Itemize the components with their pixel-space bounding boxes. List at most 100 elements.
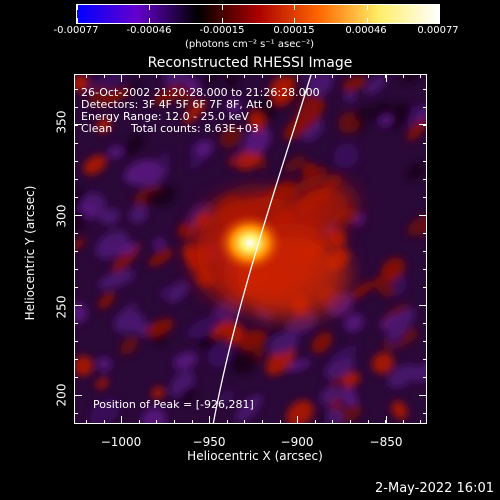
axis-tick [86, 420, 87, 424]
image-blob [103, 208, 121, 225]
image-blob [378, 114, 394, 127]
image-blob [95, 88, 129, 106]
image-blob [342, 76, 367, 92]
image-blob [340, 387, 358, 407]
axis-tick [297, 420, 298, 424]
image-blob [212, 320, 232, 339]
colorbar-gradient [77, 5, 439, 23]
image-blob [151, 386, 165, 400]
axis-tick [74, 395, 78, 396]
image-blob [284, 155, 306, 173]
colorbar-tick [77, 18, 78, 23]
image-blob [75, 238, 86, 253]
y-tick-label: 250 [54, 295, 69, 319]
image-blob [298, 166, 328, 191]
axis-tick [104, 420, 105, 424]
y-tick-label: 300 [54, 204, 69, 228]
colorbar [76, 4, 440, 24]
axis-tick [74, 107, 78, 108]
axis-tick [209, 74, 210, 82]
image-blob [117, 242, 137, 255]
image-blob [188, 154, 205, 169]
axis-tick [121, 74, 122, 78]
image-blob [344, 313, 364, 333]
image-blob [96, 377, 109, 390]
axis-tick [315, 420, 316, 424]
colorbar-tick [221, 18, 223, 23]
axis-tick [156, 420, 157, 424]
axis-tick [423, 197, 427, 198]
axis-tick [74, 233, 78, 234]
image-blob [75, 355, 94, 377]
image-blob [227, 99, 241, 114]
axis-tick [139, 420, 140, 424]
axis-tick [74, 251, 78, 252]
axis-tick [423, 161, 427, 162]
image-blob [155, 185, 177, 206]
image-blob [128, 82, 141, 94]
image-blob [195, 140, 214, 157]
axis-tick [297, 74, 298, 78]
image-blob [364, 75, 387, 95]
footer-timestamp: 2-May-2022 16:01 [375, 481, 494, 496]
image-blob [311, 331, 333, 354]
axis-tick [156, 74, 157, 78]
x-axis-label: Heliocentric X (arcsec) [187, 449, 323, 463]
axis-tick [332, 420, 333, 424]
image-blob [386, 307, 416, 340]
colorbar-tick [439, 5, 440, 10]
axis-tick [368, 420, 369, 424]
axis-tick [385, 74, 386, 78]
axis-tick [244, 74, 245, 78]
axis-tick [423, 305, 427, 306]
axis-tick [350, 420, 351, 424]
image-blob [343, 90, 357, 103]
axis-tick [74, 305, 82, 306]
axis-tick [419, 124, 427, 125]
axis-tick [423, 251, 427, 252]
image-blob [176, 85, 196, 107]
colorbar-tick [294, 18, 296, 23]
image-blob [300, 119, 324, 142]
colorbar-tick-label: 0.00077 [417, 25, 459, 36]
image-blob [385, 102, 411, 130]
axis-tick [262, 420, 263, 424]
axis-tick [174, 74, 175, 78]
axis-tick [386, 416, 387, 424]
image-blob [369, 102, 392, 123]
image-blob [143, 165, 169, 192]
axis-tick [209, 74, 210, 78]
axis-tick [280, 420, 281, 424]
axis-tick [403, 420, 404, 424]
flare-peak [216, 213, 284, 273]
axis-tick [423, 287, 427, 288]
axis-tick [244, 420, 245, 424]
axis-tick [74, 215, 78, 216]
image-blob [156, 152, 171, 167]
image-blob [406, 162, 425, 181]
image-blob [205, 75, 219, 85]
axis-tick [86, 74, 87, 78]
axis-tick [192, 74, 193, 78]
axis-tick [403, 74, 404, 78]
image-blob [75, 75, 90, 92]
image-blob [124, 159, 161, 186]
axis-tick [74, 124, 82, 125]
axis-tick [350, 74, 351, 78]
image-blob [381, 257, 406, 281]
axis-tick [423, 341, 427, 342]
axis-tick [368, 74, 369, 78]
y-tick-label: 350 [54, 110, 69, 134]
image-blob [320, 386, 340, 406]
image-blob [97, 356, 112, 372]
axis-tick [315, 74, 316, 78]
image-blob [187, 316, 222, 339]
axis-tick [74, 161, 78, 162]
axis-tick [386, 74, 387, 82]
axis-tick [74, 323, 78, 324]
axis-tick [423, 395, 427, 396]
image-blob [410, 361, 426, 383]
image-blob [88, 85, 109, 106]
image-blob [183, 99, 207, 124]
rhessi-image-panel: 26-Oct-2002 21:20:28.000 to 21:26:28.000… [74, 74, 427, 424]
